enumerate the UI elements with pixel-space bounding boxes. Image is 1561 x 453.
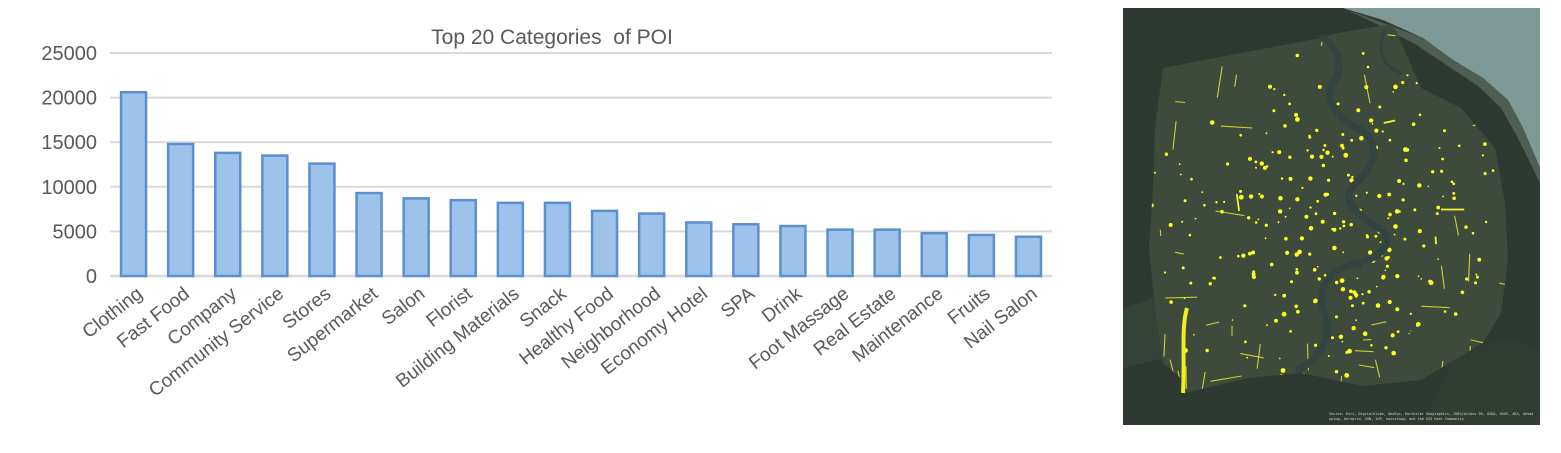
bar-fast-food <box>166 142 195 278</box>
bar-healthy-food <box>590 209 619 278</box>
bar-nail-salon <box>1014 235 1043 278</box>
poi-map: Source: Esri, DigitalGlobe, GeoEye, Eart… <box>1123 8 1540 425</box>
bar-chart: 0 5000 10000 15000 20000 25000 Clothing Fast F… <box>41 26 1052 401</box>
bar-stores <box>308 162 336 278</box>
bar-maintenance <box>920 231 948 278</box>
bar-drink <box>779 224 807 278</box>
bar-neighborhood <box>637 212 666 278</box>
bar-real-estate <box>873 228 901 278</box>
y-tick-label: 20000 <box>41 88 97 110</box>
y-tick-label: 15000 <box>41 132 97 154</box>
bar-foot-massage <box>826 228 854 278</box>
y-tick-label: 10000 <box>41 177 97 199</box>
bar-company <box>214 151 242 278</box>
poi-map-image <box>1123 8 1540 425</box>
bar-spa <box>732 223 760 278</box>
bar-building-materials <box>496 201 525 278</box>
y-tick-label: 0 <box>86 266 97 288</box>
bar-community-service <box>261 154 289 278</box>
bar-snack <box>543 201 572 278</box>
y-tick-label: 25000 <box>41 43 97 65</box>
bar-florist <box>449 198 477 278</box>
chart-title: Top 20 Categories of POI <box>431 26 673 49</box>
bar-salon <box>402 197 430 278</box>
river <box>1295 34 1391 374</box>
map-attribution: Source: Esri, DigitalGlobe, GeoEye, Eart… <box>1329 412 1534 421</box>
bars <box>119 90 1043 278</box>
x-tick-label: Salon <box>378 283 429 329</box>
x-tick-label: SPA <box>717 283 759 322</box>
city-area <box>1149 24 1508 393</box>
y-axis-ticks: 0 5000 10000 15000 20000 25000 <box>41 43 97 288</box>
bar-supermarket <box>355 191 383 278</box>
bar-fruits <box>967 233 996 278</box>
bar-clothing <box>119 90 148 278</box>
bar-economy-hotel <box>685 221 713 278</box>
gridlines <box>110 52 1052 278</box>
y-tick-label: 5000 <box>53 221 98 243</box>
estuary-water <box>1343 8 1540 168</box>
